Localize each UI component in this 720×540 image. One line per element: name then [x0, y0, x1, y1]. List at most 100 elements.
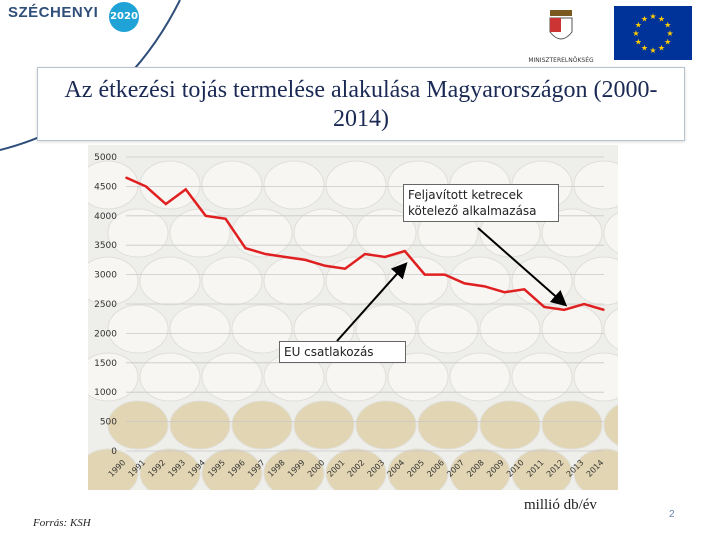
data-point [603, 309, 605, 311]
source-note: Forrás: KSH [33, 517, 91, 529]
egg-shape [573, 256, 618, 306]
data-point [145, 185, 147, 188]
egg-shape [541, 304, 603, 354]
egg-shape [293, 400, 355, 450]
eu-star-icon: ★ [658, 14, 665, 23]
annotation-arrow [336, 262, 408, 342]
logo-text: SZÉCHENYI [8, 4, 99, 21]
egg-shape [417, 400, 479, 450]
y-tick-label: 2000 [94, 329, 117, 339]
egg-shape [573, 160, 618, 210]
data-point [244, 247, 247, 249]
ministry-label: MINISZTERELNÖKSÉG [528, 57, 594, 64]
data-point [384, 256, 386, 258]
data-point [204, 215, 207, 217]
egg-shape [417, 304, 479, 354]
egg-shape [263, 448, 325, 490]
egg-shape [201, 448, 263, 490]
egg-shape [449, 448, 511, 490]
data-point [404, 250, 406, 252]
y-tick-label: 3000 [94, 271, 117, 281]
egg-shape [139, 448, 201, 490]
egg-shape [511, 448, 573, 490]
eu-star-icon: ★ [649, 46, 656, 55]
chart-title: Az étkezési tojás termelése alakulása Ma… [64, 77, 658, 132]
egg-shape [449, 352, 511, 402]
data-point [284, 256, 287, 258]
egg-shape [169, 400, 231, 450]
eu-star-icon: ★ [664, 21, 671, 30]
y-tick-label: 1500 [94, 359, 117, 369]
eu-star-icon: ★ [635, 21, 642, 30]
data-point [125, 176, 127, 179]
egg-shape [573, 352, 618, 402]
data-point [304, 259, 307, 261]
data-point [184, 188, 187, 191]
egg-shape [139, 256, 201, 306]
y-tick-label: 1000 [94, 388, 117, 398]
data-point [523, 288, 526, 291]
egg-shape [169, 304, 231, 354]
egg-shape [263, 160, 325, 210]
y-tick-label: 3500 [94, 241, 117, 251]
egg-shape [325, 160, 387, 210]
egg-shape [387, 448, 449, 490]
egg-shape [88, 256, 139, 306]
annotation-arrow [477, 227, 568, 307]
egg-shape [231, 400, 293, 450]
data-point [563, 309, 565, 311]
y-tick-label: 4000 [94, 212, 117, 222]
annotation-eu: EU csatlakozás [279, 341, 406, 363]
data-point [583, 303, 585, 305]
unit-label: millió db/év [524, 497, 597, 513]
egg-shape [449, 256, 511, 306]
egg-shape [231, 304, 293, 354]
data-point [264, 253, 267, 255]
egg-shape [511, 352, 573, 402]
egg-shape [603, 212, 618, 254]
eu-star-icon: ★ [632, 29, 639, 38]
annotation-cages: Feljavított ketrecek kötelező alkalmazás… [403, 184, 559, 222]
data-point [503, 291, 506, 294]
eu-flag: ★ ★ ★ ★ ★ ★ ★ ★ ★ ★ ★ ★ [614, 6, 692, 60]
data-point [443, 273, 446, 276]
page-number: 2 [669, 509, 675, 520]
data-point [543, 306, 546, 308]
eu-star-icon: ★ [649, 12, 656, 21]
egg-shape [603, 308, 618, 350]
y-tick-label: 500 [100, 418, 117, 428]
egg-shape [88, 160, 139, 210]
data-point [324, 264, 326, 267]
szechenyi-logo: SZÉCHENYI 2020 [0, 0, 190, 151]
egg-shape [107, 304, 169, 354]
hungary-coat-of-arms: MINISZTERELNÖKSÉG [520, 6, 602, 64]
egg-shape [355, 400, 417, 450]
egg-shape [201, 352, 263, 402]
y-tick-label: 5000 [94, 153, 117, 163]
eu-star-icon: ★ [641, 44, 648, 53]
eu-star-icon: ★ [635, 38, 642, 47]
eu-star-icon: ★ [658, 44, 665, 53]
eu-star-icon: ★ [666, 29, 673, 38]
egg-shape [479, 400, 541, 450]
egg-shape [201, 256, 263, 306]
egg-shape [603, 404, 618, 446]
data-point [423, 273, 426, 276]
data-point [224, 217, 227, 220]
data-point [364, 253, 366, 255]
egg-shape [325, 448, 387, 490]
egg-shape [479, 304, 541, 354]
egg-shape [573, 448, 618, 490]
y-tick-label: 2500 [94, 300, 117, 310]
logo-badge: 2020 [109, 2, 139, 32]
eu-star-icon: ★ [641, 14, 648, 23]
title-box: Az étkezési tojás termelése alakulása Ma… [37, 67, 685, 141]
data-point [463, 282, 466, 285]
data-point [483, 285, 486, 288]
egg-shape [88, 448, 139, 490]
egg-shape [387, 352, 449, 402]
data-point [165, 203, 167, 205]
data-point [344, 267, 346, 270]
egg-shape [107, 400, 169, 450]
egg-shape [88, 352, 139, 402]
